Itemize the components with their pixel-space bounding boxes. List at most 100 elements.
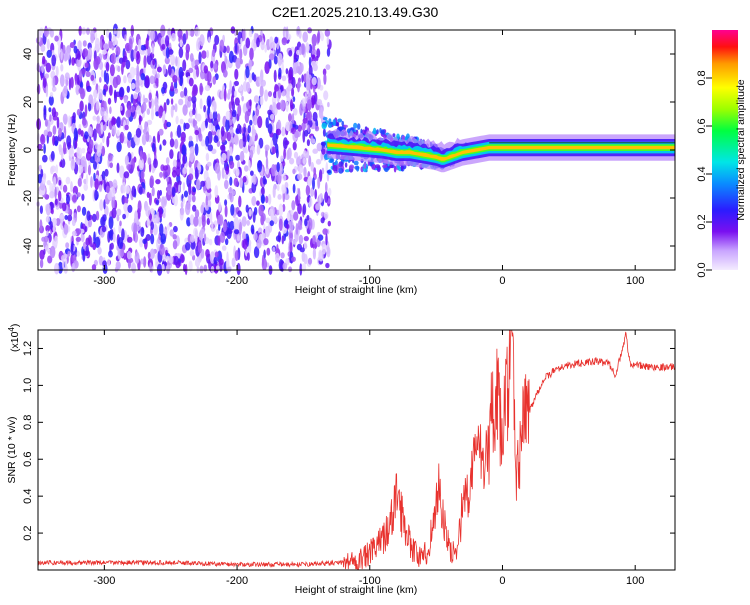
spectrogram-cell — [285, 26, 289, 39]
spectrogram-cell — [85, 173, 89, 186]
spectrogram-cell — [67, 250, 71, 257]
spectrogram-cell — [323, 211, 329, 220]
spectrogram-cell — [146, 217, 150, 228]
spectrogram-cell — [249, 149, 254, 159]
spectrogram-cell — [234, 80, 239, 86]
spectrogram-cell — [292, 168, 296, 175]
spectrogram-cell — [127, 140, 132, 149]
spectrogram-cell — [109, 84, 113, 96]
spectrogram-cell — [318, 251, 324, 262]
spectrogram-cell — [81, 27, 87, 35]
spectrogram-cell — [297, 203, 302, 215]
spectrogram-cell — [297, 80, 300, 93]
spectrogram-cell — [51, 54, 57, 67]
spectrogram-cell — [308, 155, 312, 167]
spectrogram-cell — [76, 108, 81, 116]
spectrogram-cell — [225, 110, 231, 121]
spectrogram-cell — [322, 128, 326, 137]
spectrogram-cell — [172, 234, 177, 240]
spectrogram-cell — [125, 59, 131, 70]
spectrogram-cell — [72, 194, 77, 203]
spectrogram-cell — [71, 57, 75, 66]
spectrogram-cell — [175, 166, 181, 177]
spectrogram-cell — [327, 220, 331, 227]
spectrogram-cell — [343, 124, 348, 128]
spectrogram-cell — [163, 229, 168, 235]
spectrogram-cell — [200, 139, 206, 147]
spectrogram-cell — [265, 117, 269, 129]
spectrogram-cell — [317, 234, 324, 241]
spectrogram-cell — [187, 194, 191, 205]
x-tick-label: -100 — [359, 275, 381, 287]
spectrogram-cell — [252, 173, 257, 185]
y-tick-label: 0 — [22, 147, 34, 153]
spectrogram-cell — [130, 93, 134, 104]
spectrogram-cell — [275, 128, 282, 136]
spectrogram-cell — [54, 262, 60, 275]
spectrogram-cell — [206, 217, 210, 226]
spectrogram-cell — [140, 73, 146, 81]
spectrogram-cell — [192, 187, 196, 193]
spectrogram-cell — [119, 86, 125, 98]
spectrogram-cell — [199, 34, 205, 47]
spectrogram-cell — [143, 256, 147, 268]
spectrogram-cell — [214, 251, 219, 258]
spectrogram-cell — [259, 85, 264, 98]
y-tick-label: 20 — [22, 96, 34, 108]
spectrogram-cell — [384, 167, 389, 173]
spectrogram-cell — [299, 263, 303, 276]
spectrogram-cell — [298, 234, 304, 245]
y-tick-label: 0.8 — [22, 415, 34, 430]
spectrogram-cell — [138, 39, 142, 52]
spectrogram-cell — [76, 192, 81, 198]
spectrogram-cell — [236, 234, 241, 242]
spectrogram-cell — [267, 109, 272, 116]
spectrogram-cell — [330, 158, 335, 163]
spectrogram-cell — [172, 240, 178, 250]
spectrogram-cell — [143, 65, 146, 75]
spectrogram-cell — [369, 160, 373, 167]
spectrogram-cell — [183, 87, 188, 97]
spectrogram-cell — [237, 210, 242, 217]
spectrogram-cell — [290, 209, 294, 215]
spectrogram-cell — [85, 151, 92, 161]
snr-y-ticks: 0.2 0.4 0.6 0.8 1.0 1.2 — [22, 341, 675, 541]
spectrogram-cell — [235, 57, 241, 69]
spectrogram-cell — [308, 64, 313, 77]
spectrogram-cell — [250, 170, 254, 176]
spectrogram-cell — [290, 99, 293, 112]
spectrogram-cell — [99, 199, 104, 212]
spectrogram-cell — [251, 124, 255, 136]
spectrogram-cell — [278, 67, 282, 78]
spectrogram-cell — [307, 175, 312, 187]
spectrogram-cell — [380, 129, 385, 135]
spectrogram-cell — [276, 161, 280, 173]
spectrogram-cell — [274, 36, 279, 44]
spectrogram-cell — [80, 81, 84, 90]
spectrogram-cell — [242, 176, 247, 183]
spectrogram-cell — [109, 64, 115, 77]
spectrogram-cell — [299, 46, 302, 56]
spectrogram-cell — [349, 164, 355, 170]
spectrogram-cell — [288, 69, 293, 81]
spectrogram-cell — [312, 148, 319, 154]
spectrogram-cell — [312, 177, 315, 190]
spectrogram-cell — [297, 124, 302, 132]
spectrogram-cell — [327, 102, 330, 108]
spectrogram-cell — [263, 238, 269, 246]
spectrogram-cell — [287, 83, 293, 90]
spectrogram-cell — [191, 89, 195, 98]
spectrogram-cell — [43, 129, 48, 137]
spectrogram-cell — [190, 234, 195, 243]
spectrogram-cell — [203, 233, 207, 242]
spectrogram-cell — [168, 49, 174, 55]
spectrogram-cell — [111, 116, 116, 127]
spectrogram-cell — [76, 205, 81, 213]
spectrogram-cell — [233, 177, 239, 187]
spectrogram-cell — [234, 250, 239, 262]
spectrogram-cell — [277, 88, 282, 99]
spectrogram-cell — [233, 133, 239, 146]
spectrogram-cell — [275, 235, 281, 242]
spectrogram-cell — [302, 117, 308, 124]
spectrogram-cell — [104, 168, 109, 177]
